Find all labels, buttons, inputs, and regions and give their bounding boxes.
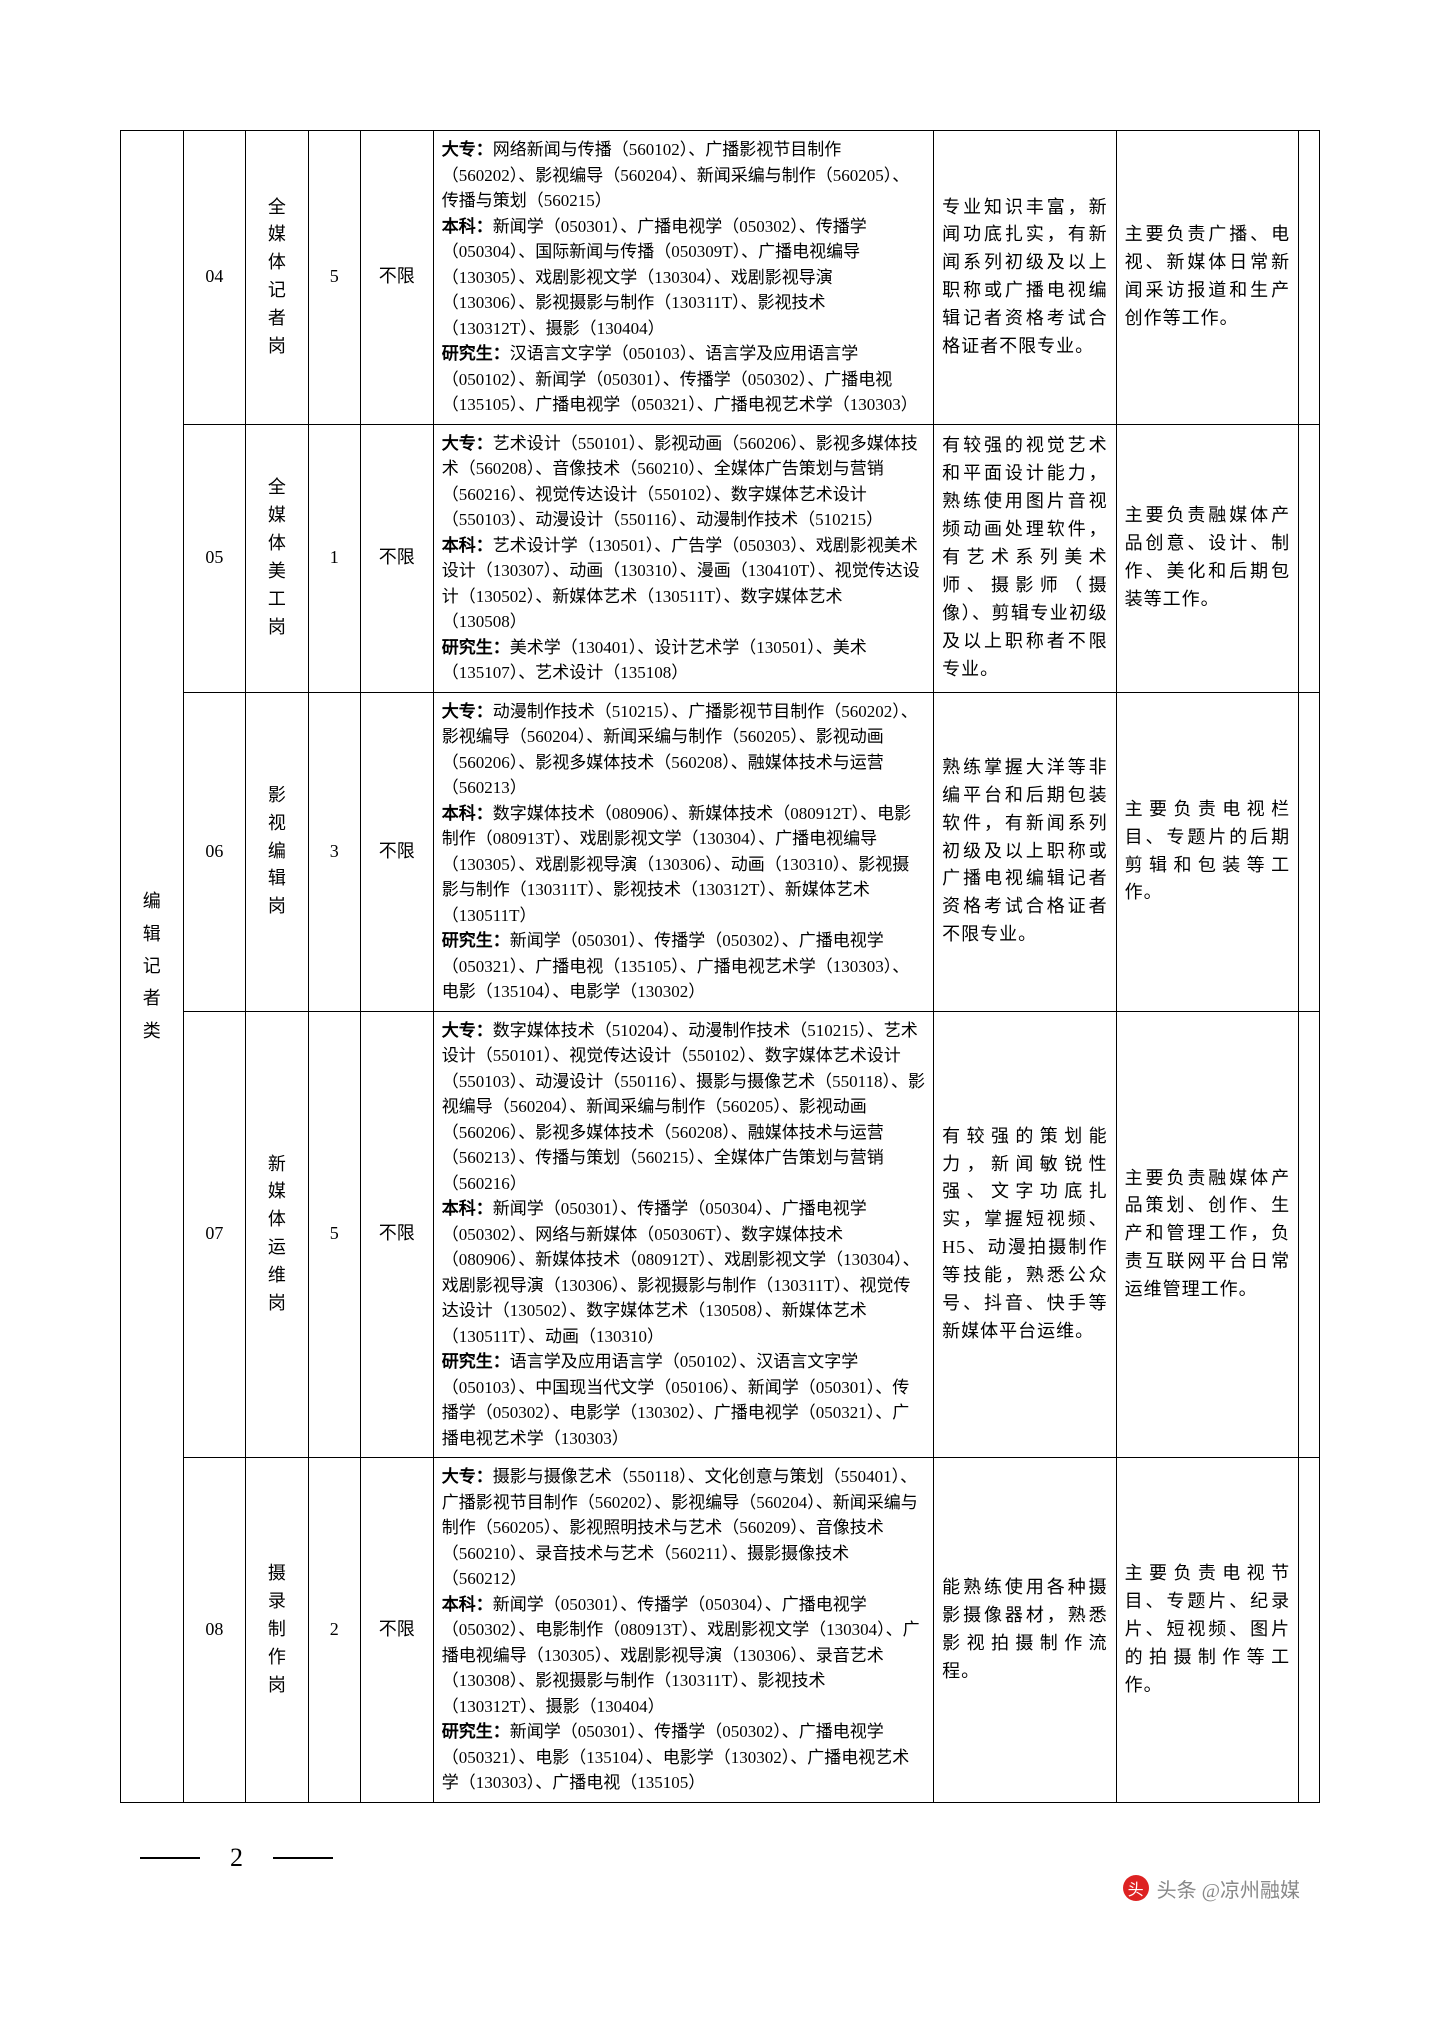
major-cell: 大专：艺术设计（550101）、影视动画（560206）、影视多媒体技术（560… xyxy=(433,424,933,692)
major-cell: 大专：动漫制作技术（510215）、广播影视节目制作（560202）、影视编导（… xyxy=(433,692,933,1011)
count-cell: 3 xyxy=(308,692,360,1011)
duty-cell: 主要负责电视栏目、专题片的后期剪辑和包装等工作。 xyxy=(1116,692,1298,1011)
table-row: 编辑记者类04全媒体记者岗5不限大专：网络新闻与传播（560102）、广播影视节… xyxy=(121,131,1320,425)
recruitment-table: 编辑记者类04全媒体记者岗5不限大专：网络新闻与传播（560102）、广播影视节… xyxy=(120,130,1320,1803)
limit-cell: 不限 xyxy=(360,692,433,1011)
code-cell: 08 xyxy=(183,1458,246,1803)
watermark-text: 头条 @凉州融媒 xyxy=(1157,1874,1300,1903)
code-cell: 04 xyxy=(183,131,246,425)
limit-cell: 不限 xyxy=(360,1011,433,1458)
major-cell: 大专：摄影与摄像艺术（550118）、文化创意与策划（550401）、广播影视节… xyxy=(433,1458,933,1803)
count-cell: 1 xyxy=(308,424,360,692)
post-cell: 摄录制作岗 xyxy=(246,1458,309,1803)
page-footer: 2 xyxy=(120,1843,1320,1873)
post-cell: 新媒体运维岗 xyxy=(246,1011,309,1458)
limit-cell: 不限 xyxy=(360,424,433,692)
duty-cell: 主要负责电视节目、专题片、纪录片、短视频、图片的拍摄制作等工作。 xyxy=(1116,1458,1298,1803)
count-cell: 5 xyxy=(308,131,360,425)
post-cell: 影视编辑岗 xyxy=(246,692,309,1011)
req-cell: 有较强的视觉艺术和平面设计能力，熟练使用图片音视频动画处理软件，有艺术系列美术师… xyxy=(934,424,1116,692)
major-cell: 大专：网络新闻与传播（560102）、广播影视节目制作（560202）、影视编导… xyxy=(433,131,933,425)
post-cell: 全媒体记者岗 xyxy=(246,131,309,425)
empty-cell xyxy=(1299,1011,1320,1458)
duty-cell: 主要负责广播、电视、新媒体日常新闻采访报道和生产创作等工作。 xyxy=(1116,131,1298,425)
empty-cell xyxy=(1299,131,1320,425)
duty-cell: 主要负责融媒体产品策划、创作、生产和管理工作，负责互联网平台日常运维管理工作。 xyxy=(1116,1011,1298,1458)
table-row: 07新媒体运维岗5不限大专：数字媒体技术（510204）、动漫制作技术（5102… xyxy=(121,1011,1320,1458)
watermark: 头 头条 @凉州融媒 xyxy=(1123,1874,1300,1903)
empty-cell xyxy=(1299,692,1320,1011)
empty-cell xyxy=(1299,1458,1320,1803)
empty-cell xyxy=(1299,424,1320,692)
footer-line xyxy=(273,1857,333,1859)
limit-cell: 不限 xyxy=(360,131,433,425)
limit-cell: 不限 xyxy=(360,1458,433,1803)
count-cell: 2 xyxy=(308,1458,360,1803)
table-row: 05全媒体美工岗1不限大专：艺术设计（550101）、影视动画（560206）、… xyxy=(121,424,1320,692)
req-cell: 能熟练使用各种摄影摄像器材，熟悉影视拍摄制作流程。 xyxy=(934,1458,1116,1803)
post-cell: 全媒体美工岗 xyxy=(246,424,309,692)
duty-cell: 主要负责融媒体产品创意、设计、制作、美化和后期包装等工作。 xyxy=(1116,424,1298,692)
req-cell: 有较强的策划能力，新闻敏锐性强、文字功底扎实，掌握短视频、H5、动漫拍摄制作等技… xyxy=(934,1011,1116,1458)
code-cell: 05 xyxy=(183,424,246,692)
table-row: 08摄录制作岗2不限大专：摄影与摄像艺术（550118）、文化创意与策划（550… xyxy=(121,1458,1320,1803)
req-cell: 熟练掌握大洋等非编平台和后期包装软件，有新闻系列初级及以上职称或广播电视编辑记者… xyxy=(934,692,1116,1011)
count-cell: 5 xyxy=(308,1011,360,1458)
table-row: 06影视编辑岗3不限大专：动漫制作技术（510215）、广播影视节目制作（560… xyxy=(121,692,1320,1011)
page-number: 2 xyxy=(230,1843,243,1873)
code-cell: 06 xyxy=(183,692,246,1011)
footer-line xyxy=(140,1857,200,1859)
code-cell: 07 xyxy=(183,1011,246,1458)
toutiao-icon: 头 xyxy=(1123,1875,1149,1901)
category-cell: 编辑记者类 xyxy=(121,131,184,1803)
major-cell: 大专：数字媒体技术（510204）、动漫制作技术（510215）、艺术设计（55… xyxy=(433,1011,933,1458)
req-cell: 专业知识丰富，新闻功底扎实，有新闻系列初级及以上职称或广播电视编辑记者资格考试合… xyxy=(934,131,1116,425)
